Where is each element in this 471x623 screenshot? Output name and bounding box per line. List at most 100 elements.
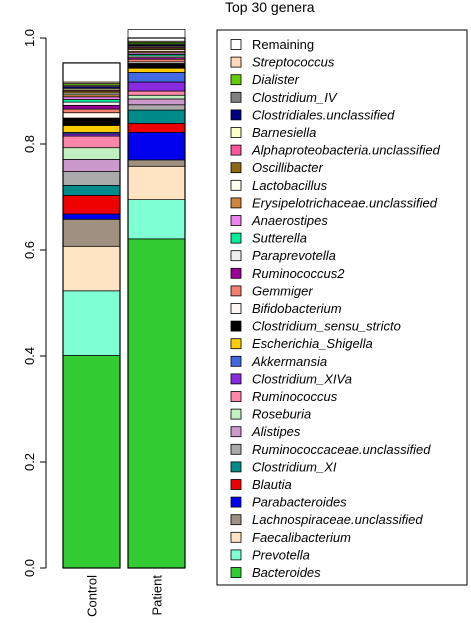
- legend-swatch: [230, 74, 242, 86]
- legend-label: Clostridium_XI: [252, 459, 337, 474]
- bar-segment-remaining: [62, 62, 121, 83]
- legend-swatch: [230, 408, 242, 420]
- bar-segment-escherichia-shigella: [62, 125, 121, 133]
- legend: Remaining Streptococcus Dialister Clostridi…: [216, 29, 468, 586]
- bar-segment-remaining: [127, 29, 186, 42]
- legend-label: Akkermansia: [251, 354, 327, 369]
- bar-segment-lachnospiraceae-unclassified: [127, 159, 186, 167]
- legend-swatch: [230, 549, 242, 561]
- legend-swatch: [230, 197, 242, 209]
- legend-swatch: [230, 162, 242, 174]
- bar-segment-alistipes: [127, 98, 186, 106]
- bar-segment-anaerostipes: [62, 96, 121, 100]
- legend-swatch: [230, 531, 242, 543]
- bar-segment-roseburia: [127, 94, 186, 100]
- legend-swatch: [230, 355, 242, 367]
- legend-swatch: [230, 496, 242, 508]
- bar-segment-paraprevotella: [62, 101, 121, 106]
- y-tick-label: 0.6: [22, 241, 37, 259]
- legend-swatch: [230, 303, 242, 314]
- legend-label: Roseburia: [252, 407, 311, 422]
- bar-segment-escherichia-shigella: [127, 67, 186, 73]
- legend-label: Clostridium_sensu_stricto: [252, 319, 401, 334]
- bar-segment-gemmiger: [127, 58, 186, 63]
- legend-label: Remaining: [252, 37, 314, 52]
- legend-swatch: [230, 232, 242, 244]
- bar-segment-clostridium-xi: [62, 184, 121, 196]
- legend-swatch: [230, 443, 242, 455]
- legend-label: Clostridium_IV: [252, 90, 338, 105]
- legend-swatch: [230, 338, 242, 350]
- bar-segment-clostridium-xiva: [127, 81, 186, 92]
- legend-label: Anaerostipes: [251, 213, 328, 228]
- bar-segment-prevotella: [127, 199, 186, 240]
- legend-label: Parabacteroides: [252, 495, 347, 510]
- legend-swatch: [230, 285, 242, 297]
- x-axis: Control Patient: [85, 575, 165, 617]
- bar-segment-parabacteroides: [127, 131, 186, 161]
- legend-label: Lachnospiraceae.unclassified: [252, 512, 423, 527]
- bar-outline: [62, 62, 121, 569]
- y-tick-label: 0.8: [22, 135, 37, 153]
- legend-label: Bacteroides: [252, 565, 321, 580]
- legend-label: Faecalibacterium: [252, 530, 351, 545]
- legend-swatch: [230, 179, 242, 191]
- x-tick-label: Patient: [150, 575, 165, 616]
- bar-segment-parabacteroides: [62, 213, 121, 220]
- chart-title: Top 30 genera: [225, 0, 315, 15]
- legend-swatch: [230, 215, 242, 226]
- legend-label: Ruminococcus2: [252, 266, 345, 281]
- legend-swatch: [230, 127, 242, 138]
- legend-label: Erysipelotrichaceae.unclassified: [252, 195, 438, 210]
- legend-label: Clostridium_XIVa: [252, 371, 352, 386]
- y-axis: 0.0 0.2 0.4 0.6 0.8 1.0: [22, 29, 47, 577]
- bars: [62, 29, 186, 569]
- bar-segment-ruminococcus2: [62, 104, 121, 110]
- legend-label: Clostridiales.unclassified: [252, 107, 395, 122]
- legend-label: Prevotella: [252, 547, 310, 562]
- legend-swatch: [230, 144, 242, 156]
- legend-swatch: [230, 109, 242, 121]
- legend-label: Gemmiger: [252, 283, 313, 298]
- bar-segment-faecalibacterium: [62, 245, 121, 292]
- legend-label: Oscillibacter: [252, 160, 323, 175]
- bar-segment-clostridium-sensu-stricto: [62, 117, 121, 126]
- bar-segment-sutterella: [62, 99, 121, 103]
- bar-segment-ruminococcus: [127, 90, 186, 96]
- bar-segment-alistipes: [62, 159, 121, 172]
- bar-segment-bacteroides: [62, 355, 121, 569]
- legend-swatch: [230, 567, 242, 578]
- bar-segment-akkermansia: [127, 72, 186, 83]
- legend-swatch: [230, 320, 242, 332]
- y-tick-label: 1.0: [22, 29, 37, 47]
- bar-segment-faecalibacterium: [127, 165, 186, 200]
- legend-label: Paraprevotella: [252, 248, 336, 263]
- y-tick-label: 0.4: [22, 347, 37, 365]
- bar-outline: [127, 37, 186, 569]
- bar-patient: [127, 29, 186, 569]
- legend-label: Blautia: [252, 477, 292, 492]
- bar-segment-lachnospiraceae-unclassified: [62, 218, 121, 247]
- bar-segment-ruminococcaceae-unclassified: [62, 171, 121, 186]
- legend-label: Sutterella: [252, 231, 307, 246]
- bar-segment-prevotella: [62, 290, 121, 356]
- legend-swatch: [230, 91, 242, 103]
- bar-segment-ruminococcaceae-unclassified: [127, 104, 186, 111]
- legend-label: Alistipes: [251, 424, 301, 439]
- bar-segment-gemmiger: [62, 108, 121, 114]
- legend-label: Barnesiella: [252, 125, 316, 140]
- bar-segment-blautia: [127, 122, 186, 133]
- x-tick-label: Control: [85, 575, 100, 617]
- legend-swatch: [230, 426, 242, 438]
- legend-label: Escherichia_Shigella: [252, 336, 373, 351]
- legend-swatch: [230, 461, 242, 473]
- legend-swatch: [230, 267, 242, 279]
- bar-segment-ruminococcus: [62, 135, 121, 149]
- bar-segment-clostridium-xi: [127, 109, 186, 124]
- legend-swatch: [230, 39, 242, 50]
- bar-control: [62, 62, 121, 569]
- legend-swatch: [230, 514, 242, 526]
- bar-segment-bifidobacterium: [62, 112, 121, 119]
- legend-label: Bifidobacterium: [252, 301, 342, 316]
